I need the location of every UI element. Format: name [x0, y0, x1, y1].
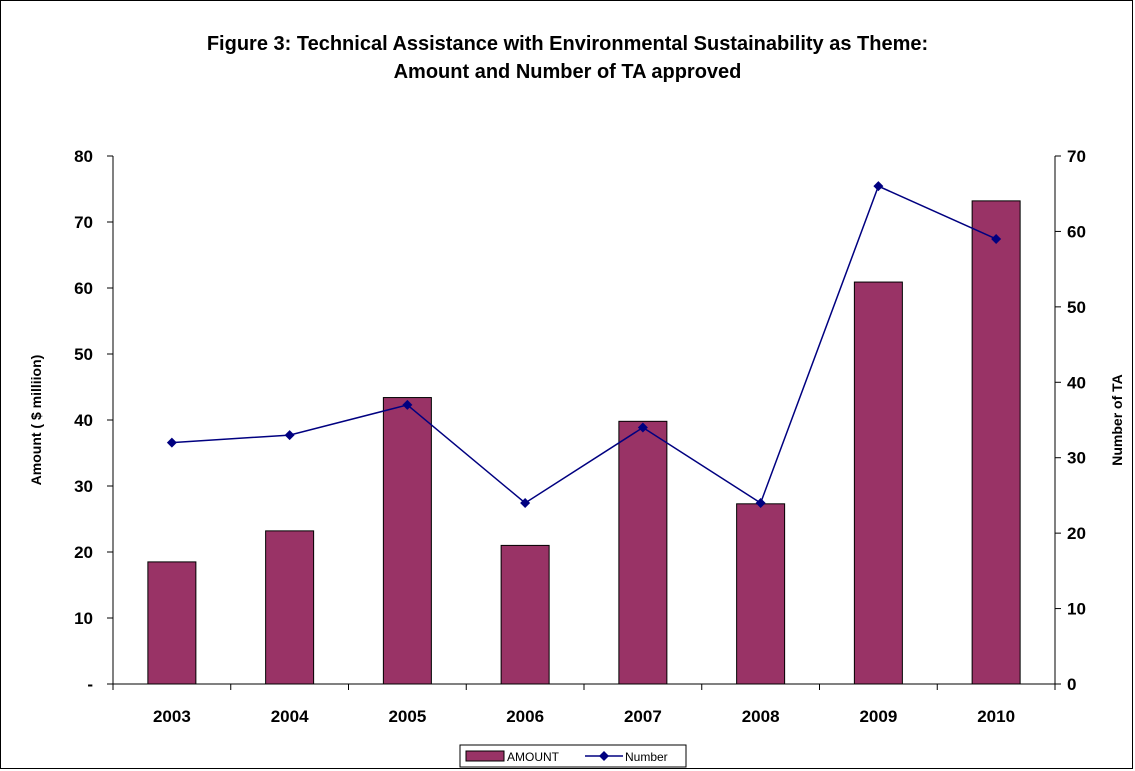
y-tick-label: 30	[74, 477, 93, 496]
x-tick-label: 2009	[859, 707, 897, 726]
bar-2010	[971, 200, 1021, 685]
y2-tick-label: 10	[1067, 600, 1086, 619]
y2-tick-label: 50	[1067, 298, 1086, 317]
y-tick-label: 70	[74, 213, 93, 232]
x-tick-label: 2007	[624, 707, 662, 726]
bar-2007	[618, 420, 668, 685]
y-tick-label: 60	[74, 279, 93, 298]
y2-tick-label: 60	[1067, 222, 1086, 241]
chart-title-line-2: Amount and Number of TA approved	[393, 61, 742, 83]
y2-tick-label: 0	[1067, 675, 1076, 694]
bar-2009	[853, 281, 903, 685]
y-tick-label: 40	[74, 411, 93, 430]
bar-2005	[382, 397, 432, 685]
legend-swatch-number-marker	[599, 751, 609, 761]
x-tick-label: 2003	[153, 707, 191, 726]
number-point-2009	[873, 181, 884, 192]
y-axis-title: Amount ( $ milliion)	[28, 355, 44, 486]
bar-2006	[500, 544, 550, 685]
chart-title: Figure 3: Technical Assistance with Envi…	[0, 30, 1135, 86]
number-series-line	[171, 185, 997, 505]
x-tick-label: 2004	[271, 707, 309, 726]
number-point-2008	[755, 497, 766, 508]
y-tick-label: 10	[74, 609, 93, 628]
legend-label-amount: AMOUNT	[507, 750, 560, 764]
number-point-2006	[520, 497, 531, 508]
y2-tick-label: 40	[1067, 373, 1086, 392]
chart-title-line-1: Figure 3: Technical Assistance with Envi…	[206, 33, 929, 55]
y-tick-label: 50	[74, 345, 93, 364]
legend-label-number: Number	[625, 750, 668, 764]
x-tick-label: 2010	[977, 707, 1015, 726]
number-point-2010	[991, 233, 1002, 244]
y2-tick-label: 30	[1067, 449, 1086, 468]
number-point-2007	[637, 422, 648, 433]
bar-2003	[147, 561, 197, 685]
y2-tick-label: 20	[1067, 524, 1086, 543]
legend-swatch-amount	[465, 750, 505, 762]
y-tick-label: -	[87, 675, 93, 694]
y2-axis-title: Number of TA	[1109, 374, 1125, 466]
number-point-2005	[402, 399, 413, 410]
x-tick-label: 2005	[388, 707, 426, 726]
y-tick-label: 80	[74, 147, 93, 166]
x-tick-label: 2006	[506, 707, 544, 726]
legend-box	[459, 744, 687, 768]
y2-tick-label: 70	[1067, 147, 1086, 166]
legend: AMOUNT Number	[459, 744, 687, 768]
bar-2004	[265, 530, 315, 685]
number-point-2004	[284, 430, 295, 441]
number-point-2003	[166, 437, 177, 448]
y-tick-label: 20	[74, 543, 93, 562]
x-tick-label: 2008	[742, 707, 780, 726]
bar-2008	[736, 503, 786, 685]
